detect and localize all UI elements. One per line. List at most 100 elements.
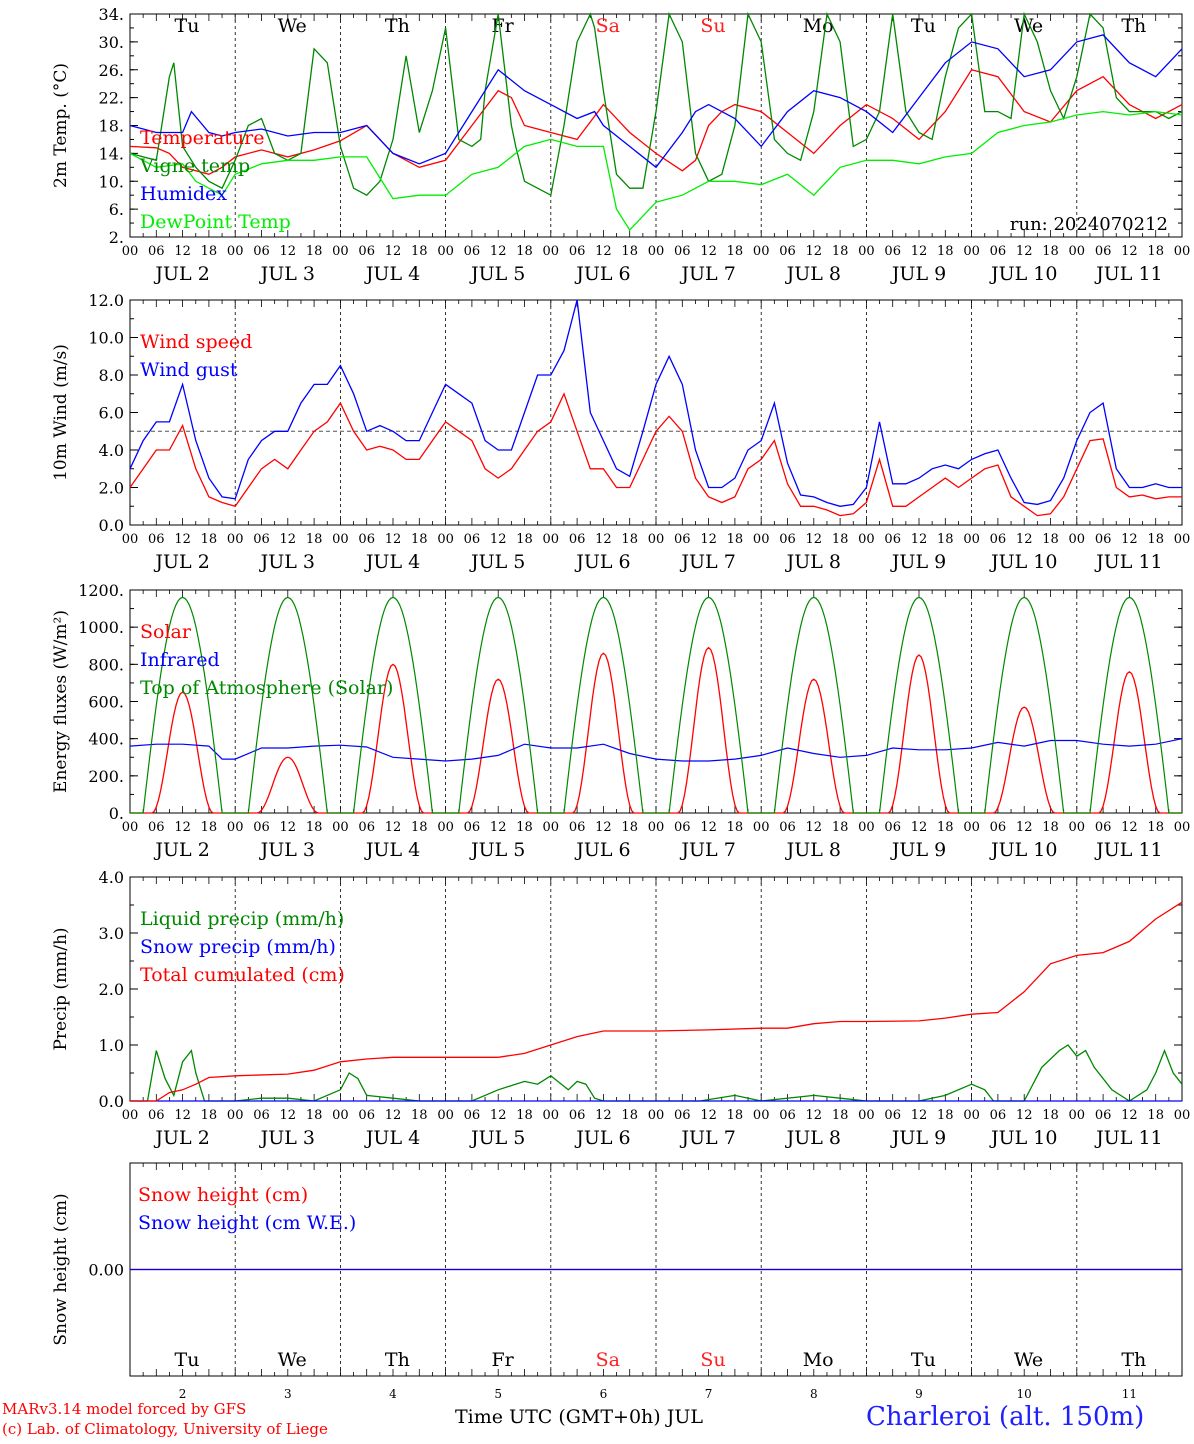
date-label: JUL 8 <box>785 839 841 861</box>
time-axis-title: Time UTC (GMT+0h) JUL <box>455 1406 703 1428</box>
hour-label: 06 <box>464 244 481 259</box>
hour-label: 18 <box>832 1108 849 1123</box>
hour-label: 06 <box>674 820 691 835</box>
plot-frame <box>129 299 1183 526</box>
legend-entry: Total cumulated (cm) <box>140 964 345 986</box>
hour-label: 00 <box>332 244 349 259</box>
hour-label: 18 <box>306 532 323 547</box>
hour-label: 18 <box>937 1108 954 1123</box>
date-label: JUL 6 <box>574 551 630 573</box>
date-label: JUL 4 <box>364 551 420 573</box>
hour-label: 00 <box>122 820 139 835</box>
weekday-label: Sa <box>596 15 620 37</box>
hour-label: 00 <box>1069 244 1086 259</box>
legend-entry: Humidex <box>140 183 227 205</box>
hour-label: 06 <box>358 532 375 547</box>
date-label: JUL 10 <box>989 263 1057 285</box>
hour-label: 18 <box>306 820 323 835</box>
hour-label: 18 <box>1147 820 1164 835</box>
y-tick-label: 3.0 <box>99 924 124 943</box>
hour-label: 06 <box>990 244 1007 259</box>
series-dewpoint-temp <box>129 110 1183 232</box>
legend-entry: DewPoint Temp <box>140 211 291 233</box>
date-label: JUL 5 <box>469 839 525 861</box>
legend-entry: Vigne temp <box>139 155 250 177</box>
hour-label: 06 <box>253 532 270 547</box>
y-tick-label: 30. <box>99 33 124 52</box>
footer-day-number: 7 <box>705 1387 713 1401</box>
hour-label: 18 <box>832 532 849 547</box>
y-axis-label: Snow height (cm) <box>51 1193 71 1345</box>
hour-label: 06 <box>990 532 1007 547</box>
date-label: JUL 3 <box>259 1127 315 1149</box>
hour-label: 00 <box>437 820 454 835</box>
hour-label: 00 <box>122 244 139 259</box>
y-tick-label: 200. <box>88 767 124 786</box>
hour-label: 18 <box>1147 1108 1164 1123</box>
hour-label: 12 <box>806 820 823 835</box>
date-label: JUL 6 <box>574 263 630 285</box>
hour-label: 12 <box>700 532 717 547</box>
weekday-label: Fr <box>491 1349 514 1371</box>
legend-entry: Snow height (cm W.E.) <box>138 1212 356 1234</box>
hour-label: 18 <box>937 532 954 547</box>
hour-label: 00 <box>1069 532 1086 547</box>
hour-label: 12 <box>595 1108 612 1123</box>
hour-label: 00 <box>963 532 980 547</box>
hour-label: 06 <box>148 532 165 547</box>
date-label: JUL 7 <box>679 551 735 573</box>
y-axis-label: 2m Temp. (°C) <box>51 63 71 188</box>
date-label: JUL 7 <box>679 1127 735 1149</box>
date-label: JUL 10 <box>989 551 1057 573</box>
hour-label: 18 <box>1147 244 1164 259</box>
hour-label: 06 <box>674 244 691 259</box>
series-vigne-temp <box>129 11 1183 197</box>
date-label: JUL 3 <box>259 839 315 861</box>
hour-label: 12 <box>385 820 402 835</box>
hour-label: 00 <box>1069 1108 1086 1123</box>
y-tick-label: 12.0 <box>88 291 124 310</box>
hour-label: 12 <box>490 1108 507 1123</box>
hour-label: 18 <box>727 1108 744 1123</box>
legend-entry: Solar <box>140 621 192 643</box>
hour-label: 06 <box>358 244 375 259</box>
hour-label: 00 <box>332 820 349 835</box>
legend-entry: Top of Atmosphere (Solar) <box>140 677 393 699</box>
hour-label: 00 <box>543 820 560 835</box>
date-label: JUL 7 <box>679 263 735 285</box>
hour-label: 18 <box>832 820 849 835</box>
date-label: JUL 11 <box>1094 839 1162 861</box>
hour-label: 00 <box>648 1108 665 1123</box>
hour-label: 18 <box>727 244 744 259</box>
y-tick-label: 6.0 <box>99 404 124 423</box>
weekday-label: Th <box>385 1349 410 1371</box>
weekday-label: Th <box>385 15 410 37</box>
legend-entry: Wind gust <box>140 359 238 381</box>
y-tick-label: 600. <box>88 693 124 712</box>
hour-label: 06 <box>779 244 796 259</box>
series-temperature <box>129 69 1183 175</box>
y-tick-label: 0.00 <box>88 1261 124 1280</box>
hour-label: 00 <box>858 820 875 835</box>
legend-entry: Snow precip (mm/h) <box>140 936 336 958</box>
legend-entry: Temperature <box>140 127 264 149</box>
hour-label: 18 <box>516 532 533 547</box>
hour-label: 12 <box>280 244 297 259</box>
weekday-label: We <box>278 15 307 37</box>
hour-label: 06 <box>674 532 691 547</box>
hour-label: 18 <box>201 532 218 547</box>
hour-label: 06 <box>779 532 796 547</box>
hour-label: 00 <box>648 532 665 547</box>
hour-label: 06 <box>569 1108 586 1123</box>
hour-label: 00 <box>963 244 980 259</box>
legend-entry: Infrared <box>140 649 220 671</box>
date-label: JUL 10 <box>989 839 1057 861</box>
hour-label: 18 <box>411 1108 428 1123</box>
hour-label: 18 <box>411 244 428 259</box>
hour-label: 06 <box>884 244 901 259</box>
hour-label: 12 <box>700 244 717 259</box>
lab-credit: (c) Lab. of Climatology, University of L… <box>2 1420 328 1438</box>
hour-label: 18 <box>727 820 744 835</box>
footer-day-number: 9 <box>915 1387 923 1401</box>
